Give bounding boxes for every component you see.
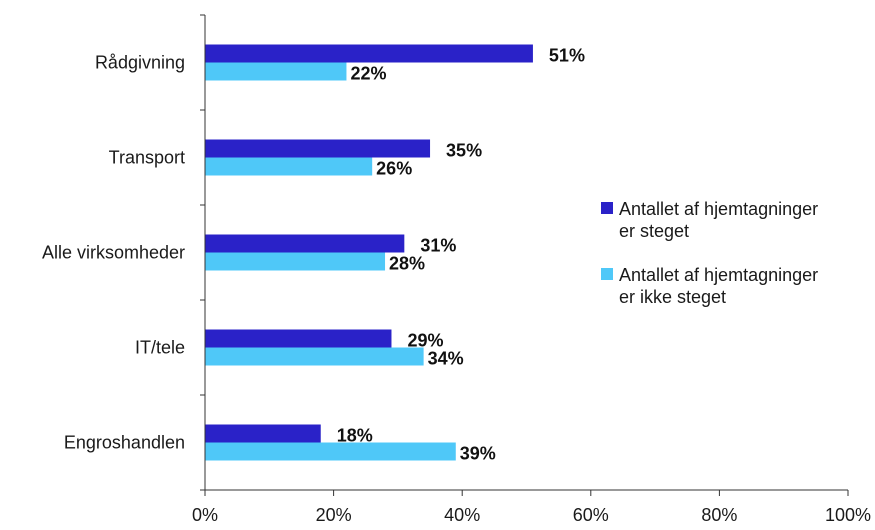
data-label: 22% [350,64,386,84]
bar-series-ikke-steget [205,347,424,366]
data-label: 39% [460,444,496,464]
legend-label: er ikke steget [619,287,726,307]
category-label: Alle virksomheder [42,243,185,263]
bar-series-steget [205,234,405,253]
legend-label: Antallet af hjemtagninger [619,265,818,285]
x-tick-label: 80% [701,505,737,525]
legend-label: Antallet af hjemtagninger [619,199,818,219]
data-label: 28% [389,254,425,274]
category-label: Engroshandlen [64,433,185,453]
bar-series-steget [205,329,392,348]
bar-series-ikke-steget [205,442,456,461]
axes-group: 0% 20% 40% 60% 80% 100% [192,14,871,525]
category-label: IT/tele [135,338,185,358]
data-label: 51% [549,46,585,66]
x-tick-label: 100% [825,505,871,525]
category-labels-group: Rådgivning Transport Alle virksomheder IT/t… [42,53,185,453]
legend-swatch [601,268,613,280]
bar-series-steget [205,44,533,63]
data-label: 31% [420,236,456,256]
category-label: Transport [109,148,185,168]
bar-series-steget [205,139,431,158]
legend-swatch [601,202,613,214]
data-labels-group: 51% 22% 35% 26% 31%28% 29%34% 18% 39% [337,46,585,464]
data-label: 18% [337,426,373,446]
data-label: 34% [428,349,464,369]
data-label: 35% [446,141,482,161]
bar-series-ikke-steget [205,157,373,176]
bars-group [205,44,533,461]
x-tick-label: 60% [573,505,609,525]
bar-series-ikke-steget [205,62,347,81]
legend-label: er steget [619,221,689,241]
x-tick-label: 40% [444,505,480,525]
x-tick-label: 20% [316,505,352,525]
data-label: 29% [407,331,443,351]
data-label: 26% [376,159,412,179]
bar-series-steget [205,424,321,443]
category-label: Rådgivning [95,53,185,73]
x-tick-label: 0% [192,505,218,525]
bar-series-ikke-steget [205,252,386,271]
